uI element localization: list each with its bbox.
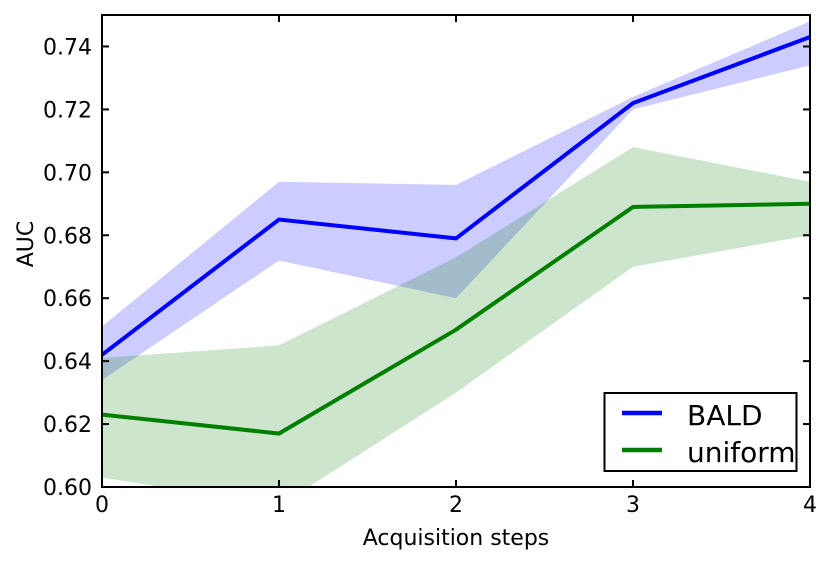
y-tick-label: 0.66 bbox=[43, 287, 92, 312]
x-tick-label: 1 bbox=[272, 493, 286, 518]
clipped-series-layer bbox=[102, 21, 810, 487]
series-line-uniform bbox=[102, 201, 810, 436]
y-tick-label: 0.60 bbox=[43, 476, 92, 501]
legend: BALD uniform bbox=[603, 392, 798, 472]
y-tick-label: 0.62 bbox=[43, 413, 92, 438]
y-axis-label: AUC bbox=[14, 221, 39, 268]
y-tick-label: 0.74 bbox=[43, 35, 92, 60]
y-tick-label: 0.72 bbox=[43, 98, 92, 123]
y-tick-label: 0.64 bbox=[43, 350, 92, 375]
confidence-band-uniform bbox=[102, 147, 810, 487]
legend-box bbox=[603, 392, 798, 472]
legend-label-bald: BALD bbox=[687, 399, 763, 432]
x-axis-label: Acquisition steps bbox=[363, 526, 550, 551]
series-line-bald bbox=[102, 35, 810, 357]
legend-label-uniform: uniform bbox=[687, 436, 796, 469]
x-tick-label: 4 bbox=[803, 493, 817, 518]
x-tick-label: 2 bbox=[449, 493, 463, 518]
plot-area: 0 1 2 3 4 0.60 0.62 0.64 0.66 0.68 0.70 0.72 0.74 bbox=[43, 14, 817, 518]
confidence-band-bald bbox=[102, 21, 810, 381]
x-tick-label: 0 bbox=[95, 493, 109, 518]
y-tick-label: 0.68 bbox=[43, 224, 92, 249]
x-tick-label: 3 bbox=[626, 493, 640, 518]
y-tick-label: 0.70 bbox=[43, 161, 92, 186]
